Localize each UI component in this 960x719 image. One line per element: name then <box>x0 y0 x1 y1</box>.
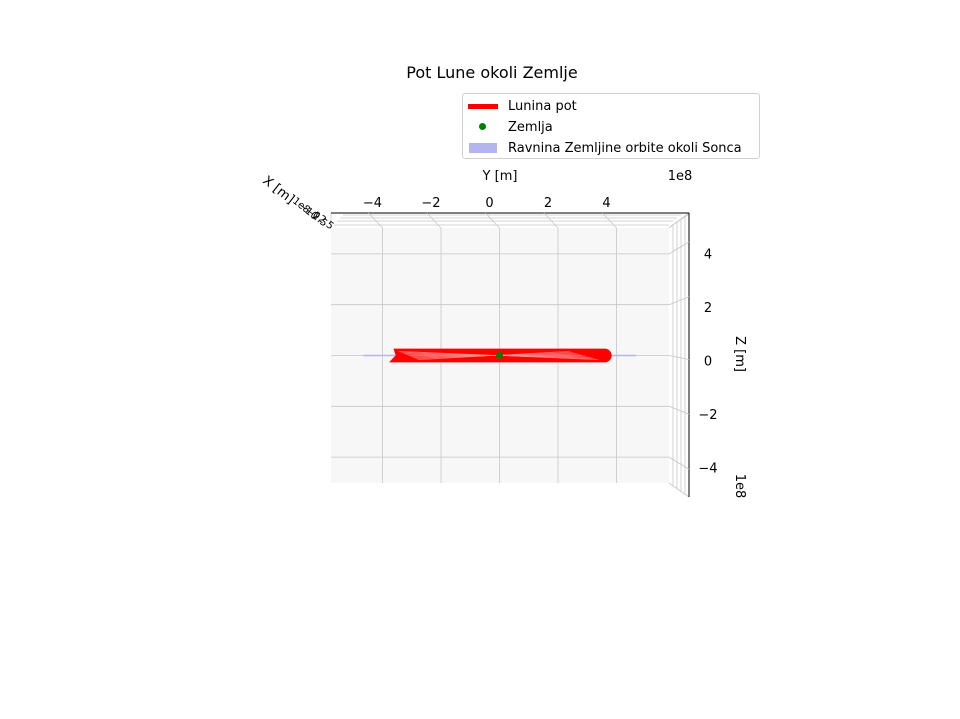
legend-item-lunina-pot: Lunina pot <box>463 96 577 116</box>
y-tick-label: 2 <box>544 196 552 211</box>
y-offset-label: 1e8 <box>668 169 693 184</box>
y-tick-label: 0 <box>485 196 493 211</box>
legend-item-zemlja: Zemlja <box>463 117 553 137</box>
grid-line-depth <box>668 355 690 360</box>
z-tick-label: 0 <box>704 355 712 370</box>
grid-line-depth <box>602 212 617 229</box>
grid-line-depth <box>668 296 690 306</box>
z-tick-label: 4 <box>704 248 712 263</box>
z-offset-label: 1e8 <box>732 474 747 499</box>
grid-line-depth <box>668 405 690 415</box>
x-tick-clutter: 1e8 −10 −2.5 0 2.5 <box>290 196 335 232</box>
grid-line-depth <box>368 212 383 229</box>
chart-title: Pot Lune okoli Zemlje <box>406 63 577 82</box>
grid-line-depth <box>426 212 442 229</box>
legend: Lunina pot Zemlja Ravnina Zemljine orbit… <box>462 93 760 159</box>
grid-line-depth <box>668 456 690 470</box>
grid-line-depth <box>485 212 500 229</box>
svg-text:0: 0 <box>310 210 322 223</box>
legend-dot-swatch <box>468 117 498 137</box>
legend-item-ravnina: Ravnina Zemljine orbite okoli Sonca <box>463 138 742 158</box>
pane-depth-lines <box>330 212 690 498</box>
z-tick-labels: 4 2 0 −2 −4 <box>698 248 717 477</box>
z-axis-label: Z [m] <box>732 336 747 372</box>
y-tick-label: 4 <box>602 196 610 211</box>
y-tick-labels: −4 −2 0 2 4 <box>363 196 611 211</box>
z-tick-label: 2 <box>704 301 712 316</box>
legend-label: Lunina pot <box>508 98 577 114</box>
grid-line-depth <box>543 212 559 229</box>
legend-label: Ravnina Zemljine orbite okoli Sonca <box>508 140 742 156</box>
legend-label: Zemlja <box>508 119 553 135</box>
grid-line-depth <box>668 241 690 255</box>
z-tick-label: −4 <box>698 461 717 476</box>
legend-line-swatch <box>468 103 498 109</box>
earth-point <box>496 352 503 359</box>
legend-patch-swatch <box>469 143 497 153</box>
z-tick-label: −2 <box>698 408 717 423</box>
earth-marker <box>496 352 503 359</box>
orbit-loop-line <box>418 350 569 361</box>
y-tick-label: −4 <box>363 196 382 211</box>
y-tick-label: −2 <box>421 196 440 211</box>
y-axis-label: Y [m] <box>482 169 518 184</box>
